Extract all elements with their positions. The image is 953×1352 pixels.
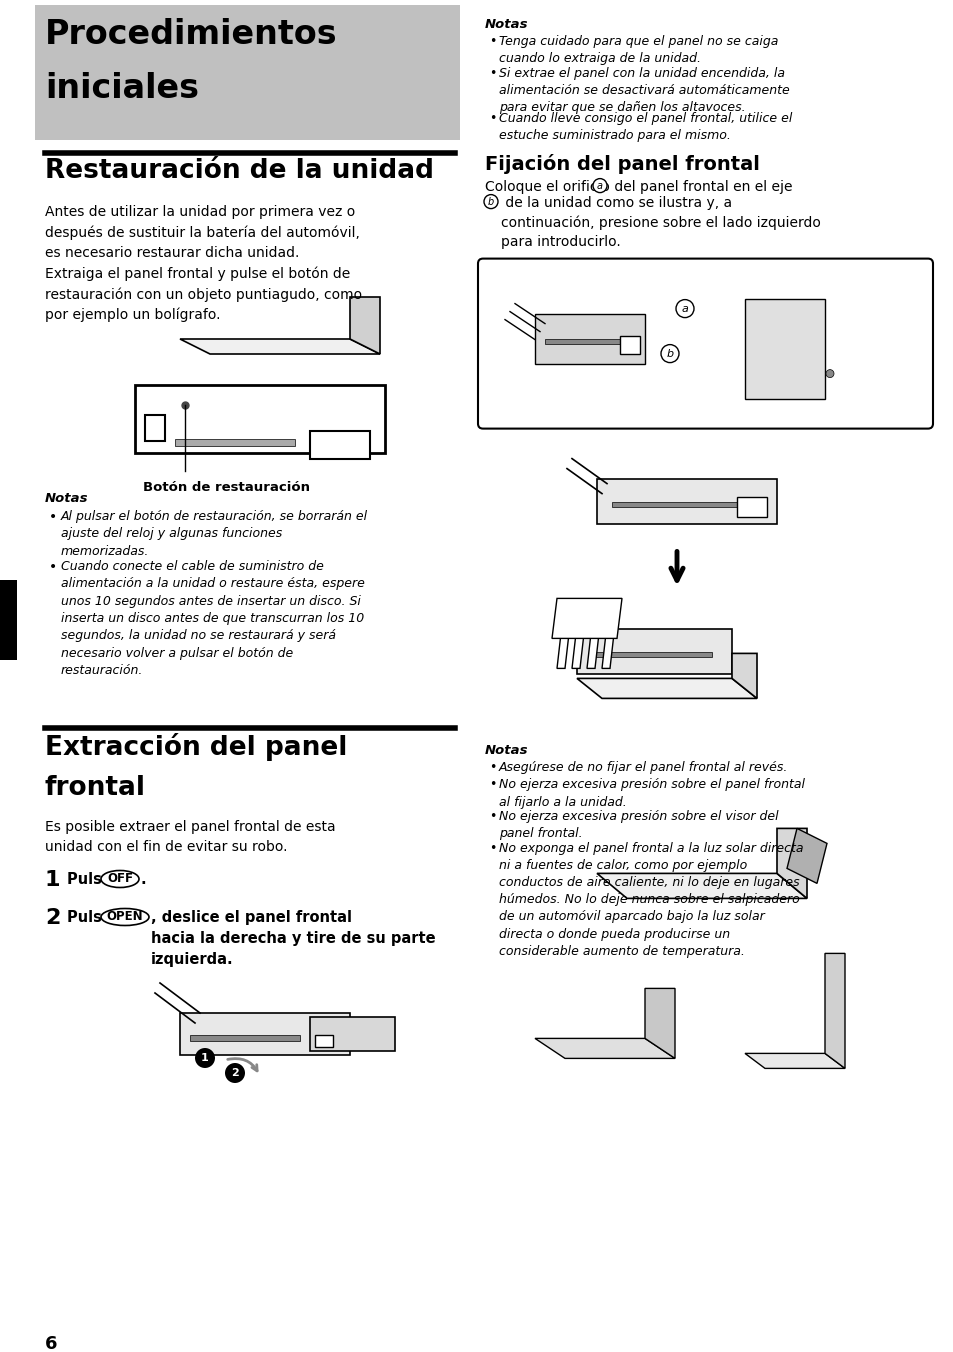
Polygon shape [786, 829, 826, 883]
Text: No exponga el panel frontal a la luz solar directa
ni a fuentes de calor, como p: No exponga el panel frontal a la luz sol… [498, 841, 802, 957]
Polygon shape [552, 599, 621, 638]
Bar [174, 439, 294, 446]
Text: de la unidad como se ilustra y, a
continuación, presione sobre el lado izquierdo: de la unidad como se ilustra y, a contin… [500, 196, 820, 249]
Polygon shape [557, 633, 568, 668]
Text: , deslice el panel frontal
hacia la derecha y tire de su parte
izquierda.: , deslice el panel frontal hacia la dere… [151, 910, 436, 967]
Text: iniciales: iniciales [45, 72, 199, 105]
Text: .: . [141, 872, 147, 887]
Circle shape [225, 1063, 245, 1083]
Text: Pulse: Pulse [67, 872, 117, 887]
Text: Asegúrese de no fijar el panel frontal al revés.: Asegúrese de no fijar el panel frontal a… [498, 761, 787, 773]
Polygon shape [744, 1053, 844, 1068]
Text: Cuando conecte el cable de suministro de
alimentación a la unidad o restaure ést: Cuando conecte el cable de suministro de… [61, 560, 364, 677]
Bar [190, 1036, 299, 1041]
Text: 1: 1 [201, 1053, 209, 1063]
Circle shape [825, 369, 833, 377]
Bar [310, 1017, 395, 1051]
Text: •: • [489, 779, 496, 791]
Text: Tenga cuidado para que el panel no se caiga
cuando lo extraiga de la unidad.: Tenga cuidado para que el panel no se ca… [498, 35, 778, 65]
Text: 6: 6 [45, 1334, 57, 1352]
Bar [577, 629, 731, 673]
Polygon shape [776, 829, 806, 898]
Text: •: • [49, 560, 57, 573]
Text: Notas: Notas [484, 744, 528, 757]
Bar [35, 5, 459, 141]
Bar [619, 335, 639, 354]
Bar [535, 314, 644, 364]
Text: b: b [666, 349, 673, 358]
Bar [135, 385, 385, 453]
FancyBboxPatch shape [477, 258, 932, 429]
Text: OPEN: OPEN [107, 910, 143, 923]
Polygon shape [586, 633, 598, 668]
Bar [180, 1013, 350, 1055]
Circle shape [483, 195, 497, 208]
Text: No ejerza excesiva presión sobre el visor del
panel frontal.: No ejerza excesiva presión sobre el viso… [498, 810, 778, 840]
Text: Al pulsar el botón de restauración, se borrarán el
ajuste del reloj y algunas fu: Al pulsar el botón de restauración, se b… [61, 510, 368, 558]
Text: Notas: Notas [484, 18, 528, 31]
Text: 2: 2 [231, 1068, 238, 1078]
Circle shape [660, 345, 679, 362]
Bar [314, 1036, 333, 1046]
Text: 2: 2 [45, 909, 60, 927]
Bar [0, 580, 17, 660]
Polygon shape [535, 1038, 675, 1059]
Bar [592, 652, 711, 657]
Bar [744, 299, 824, 399]
Text: No ejerza excesiva presión sobre el panel frontal
al fijarlo a la unidad.: No ejerza excesiva presión sobre el pane… [498, 779, 804, 808]
Bar [544, 338, 629, 343]
Text: a: a [680, 304, 688, 314]
Text: Cuando lleve consigo el panel frontal, utilice el
estuche suministrado para el m: Cuando lleve consigo el panel frontal, u… [498, 112, 792, 142]
Polygon shape [601, 633, 614, 668]
Circle shape [593, 178, 606, 192]
Bar [612, 502, 751, 507]
Polygon shape [180, 339, 379, 354]
Polygon shape [577, 679, 757, 699]
Text: Antes de utilizar la unidad por primera vez o
después de sustituir la batería de: Antes de utilizar la unidad por primera … [45, 206, 362, 322]
Polygon shape [824, 953, 844, 1068]
Text: •: • [489, 810, 496, 823]
Text: •: • [489, 761, 496, 773]
Polygon shape [572, 633, 583, 668]
Text: Botón de restauración: Botón de restauración [143, 481, 310, 493]
Text: Si extrae el panel con la unidad encendida, la
alimentación se desactivará autom: Si extrae el panel con la unidad encendi… [498, 66, 789, 114]
Polygon shape [731, 653, 757, 699]
Text: •: • [489, 112, 496, 124]
Polygon shape [597, 873, 806, 898]
Ellipse shape [101, 871, 139, 887]
Text: •: • [489, 66, 496, 80]
Text: Fijación del panel frontal: Fijación del panel frontal [484, 154, 760, 173]
Polygon shape [350, 297, 379, 354]
Circle shape [194, 1048, 214, 1068]
Text: •: • [489, 35, 496, 49]
Text: a: a [597, 181, 602, 191]
Text: del panel frontal en el eje: del panel frontal en el eje [609, 180, 792, 193]
Text: b: b [487, 196, 494, 207]
Text: frontal: frontal [45, 775, 146, 800]
Text: Pulse: Pulse [67, 910, 117, 925]
Text: Coloque el orificio: Coloque el orificio [484, 180, 614, 193]
Text: Procedimientos: Procedimientos [45, 18, 337, 51]
Text: Notas: Notas [45, 492, 89, 506]
Bar [145, 415, 165, 441]
Text: Es posible extraer el panel frontal de esta
unidad con el fin de evitar su robo.: Es posible extraer el panel frontal de e… [45, 821, 335, 854]
Bar [310, 431, 370, 458]
Text: •: • [49, 510, 57, 525]
Text: •: • [489, 841, 496, 854]
Bar [737, 496, 766, 516]
Polygon shape [644, 988, 675, 1059]
Ellipse shape [101, 909, 149, 926]
Bar [597, 479, 776, 523]
Circle shape [676, 300, 693, 318]
Text: 1: 1 [45, 869, 60, 890]
Text: Extracción del panel: Extracción del panel [45, 733, 347, 761]
Text: Restauración de la unidad: Restauración de la unidad [45, 158, 434, 184]
Text: OFF: OFF [107, 872, 132, 886]
